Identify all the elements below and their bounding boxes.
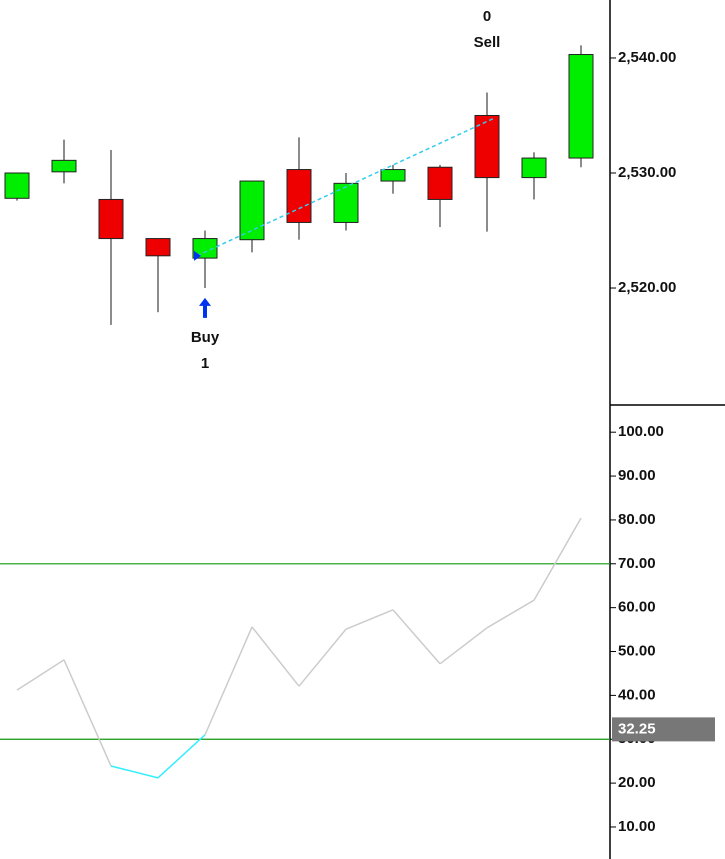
candle-body (286, 169, 312, 223)
indicator-segment (157, 734, 206, 779)
y-tick-label: 20.00 (618, 774, 656, 791)
indicator-segment (251, 626, 300, 687)
y-tick-label: 40.00 (618, 686, 656, 703)
indicator-segment (63, 659, 112, 767)
y-tick-label: 50.00 (618, 642, 656, 659)
indicator-segment (392, 609, 441, 665)
indicator-segment (298, 628, 347, 687)
y-tick-label: 100.00 (618, 423, 664, 440)
y-tick-label: 70.00 (618, 555, 656, 572)
candle-body (427, 166, 453, 200)
candle-body (98, 198, 124, 240)
indicator-segment (16, 659, 65, 691)
y-tick-label: 2,530.00 (618, 164, 676, 181)
trade-label: Sell (474, 34, 501, 51)
buy-arrow (199, 297, 211, 318)
candle-body (568, 54, 594, 159)
candle-body (474, 114, 500, 179)
y-tick-label: 60.00 (618, 599, 656, 616)
candle-body (51, 159, 77, 173)
candle-body (239, 180, 265, 241)
candle-body (521, 157, 547, 179)
indicator-segment (486, 599, 535, 629)
y-tick-label: 80.00 (618, 511, 656, 528)
value-marker-label: 32.25 (618, 720, 656, 737)
indicator-segment (533, 517, 582, 601)
indicator-segment (345, 609, 394, 630)
y-tick-label: 10.00 (618, 818, 656, 835)
indicator-segment (439, 627, 488, 665)
y-tick-label: 2,540.00 (618, 49, 676, 66)
indicator-segment (204, 626, 253, 736)
candle-body (4, 172, 30, 199)
indicator-segment (110, 765, 159, 779)
trade-qty: 1 (201, 355, 209, 372)
candle-body (145, 238, 171, 257)
candle-body (380, 169, 406, 182)
value-marker (612, 717, 715, 742)
trade-line (196, 117, 496, 257)
candle-body (192, 238, 218, 259)
trade-label: Buy (191, 329, 220, 346)
entry-marker (194, 250, 201, 261)
candle-body (333, 182, 359, 223)
y-tick-label: 2,520.00 (618, 279, 676, 296)
y-tick-label: 90.00 (618, 467, 656, 484)
trade-qty: 0 (483, 8, 491, 25)
